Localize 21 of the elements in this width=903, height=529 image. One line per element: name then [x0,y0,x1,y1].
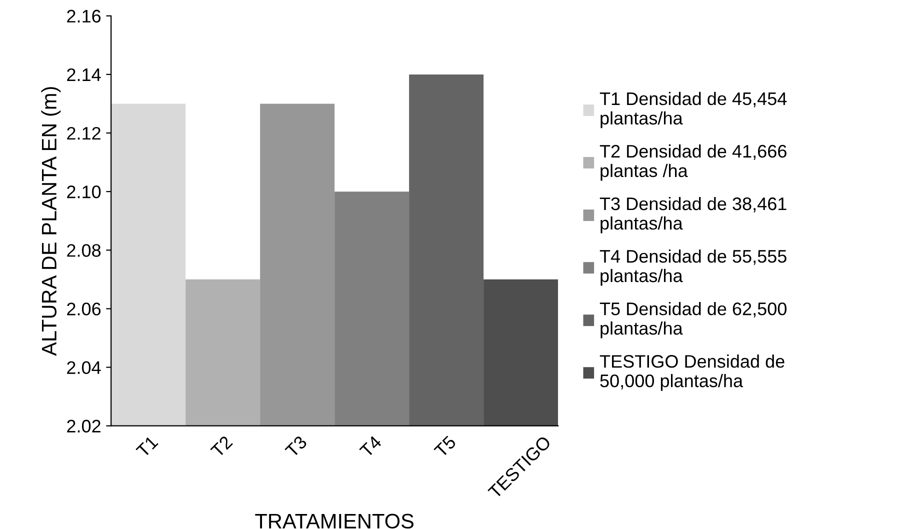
x-tick-label: T5 [434,435,457,458]
x-tick-label: T4 [359,435,382,458]
x-tick-label: T1 [136,435,158,458]
legend-label: T3 Densidad de 38,461 plantas/ha [600,196,786,234]
y-axis-title: ALTURA DE PLANTA EN (m) [41,87,61,356]
legend-label: T4 Densidad de 55,555 plantas/ha [600,249,786,286]
legend-label: T1 Densidad de 45,454 plantas/ha [600,92,787,128]
y-tick-label: 2.16 [67,10,101,23]
y-tick-label: 2.14 [67,68,101,81]
x-axis-title: TRATAMIENTOS [255,514,414,529]
legend-label: T2 Densidad de 41,666 plantas /ha [600,144,786,181]
x-tick-label: T3 [284,435,308,458]
y-tick-label: 2.04 [67,361,101,374]
y-tick-label: 2.02 [67,420,100,433]
y-tick-label: 2.08 [67,244,101,257]
y-tick-label: 2.12 [67,126,100,140]
legend-label: TESTIGO Densidad de 50,000 plantas/ha [600,354,784,391]
legend-label: T5 Densidad de 62,500 plantas/ha [600,302,786,338]
y-tick-label: 2.06 [67,302,101,316]
x-tick-label: T2 [210,435,233,458]
y-tick-label: 2.10 [67,186,101,198]
